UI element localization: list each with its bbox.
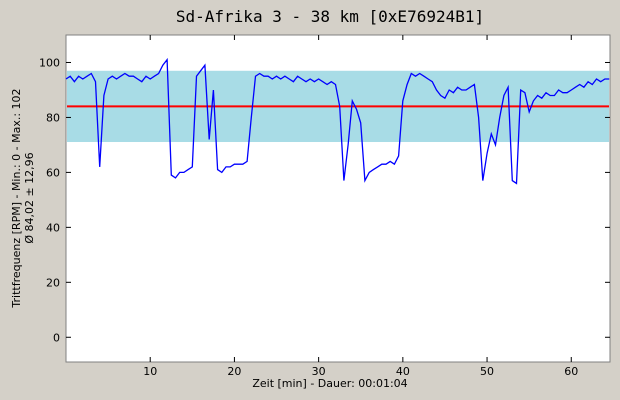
y-tick-label: 40	[46, 221, 60, 234]
y-tick-label: 20	[46, 276, 60, 289]
y-axis-label-stats: Ø 84,02 ± 12,96	[23, 152, 36, 243]
y-tick-label: 80	[46, 111, 60, 124]
x-tick-label: 60	[564, 365, 578, 378]
data-line	[65, 57, 610, 185]
y-tick-label: 100	[39, 56, 60, 69]
x-tick-label: 40	[396, 365, 410, 378]
x-axis-label: Zeit [min] - Dauer: 00:01:04	[252, 377, 407, 390]
y-tick-label: 60	[46, 166, 60, 179]
x-tick-label: 10	[143, 365, 157, 378]
chart-title: Sd-Afrika 3 - 38 km [0xE76924B1]	[176, 7, 484, 26]
x-tick-label: 20	[227, 365, 241, 378]
x-tick-label: 30	[312, 365, 326, 378]
y-axis-label: Trittfrequenz [RPM] - Min.: 0 - Max.: 10…	[10, 88, 23, 308]
x-tick-label: 50	[480, 365, 494, 378]
y-tick-label: 0	[53, 331, 60, 344]
